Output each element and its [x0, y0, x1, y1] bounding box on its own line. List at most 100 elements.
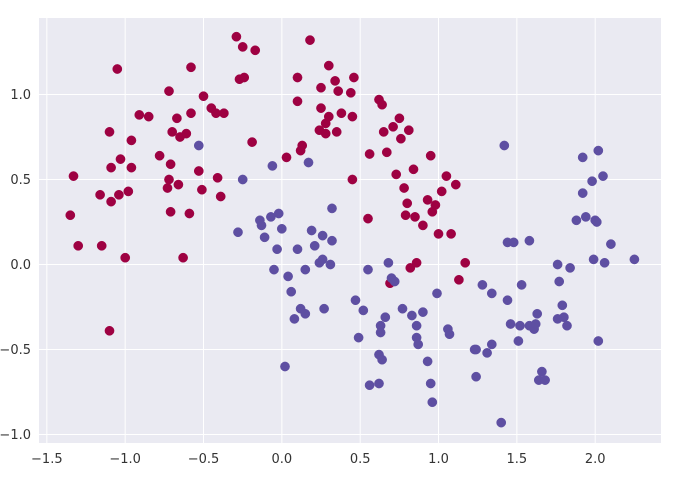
- data-point: [280, 361, 290, 372]
- data-point: [433, 229, 444, 239]
- data-point: [303, 157, 314, 168]
- data-point: [247, 137, 257, 147]
- data-point: [363, 264, 373, 275]
- data-point: [380, 312, 391, 323]
- data-point: [115, 154, 126, 164]
- data-point: [593, 145, 604, 156]
- data-point: [165, 159, 176, 170]
- data-point: [215, 191, 226, 202]
- data-point: [580, 212, 591, 222]
- x-tick-label: 0.5: [350, 452, 371, 467]
- data-point: [330, 76, 340, 86]
- data-point: [422, 195, 433, 205]
- data-point: [444, 329, 455, 340]
- data-point: [112, 64, 123, 74]
- data-point: [219, 108, 229, 119]
- data-point: [383, 257, 394, 268]
- data-point: [65, 210, 76, 221]
- data-point: [377, 99, 387, 110]
- data-point: [411, 320, 422, 331]
- data-point: [269, 264, 279, 275]
- data-points: [65, 31, 640, 428]
- data-point: [331, 127, 342, 137]
- data-point: [554, 276, 565, 287]
- data-point: [418, 220, 428, 231]
- data-point: [276, 223, 287, 234]
- data-point: [408, 164, 419, 175]
- data-point: [336, 108, 347, 119]
- data-point: [629, 254, 640, 265]
- data-point: [305, 35, 315, 45]
- data-point: [591, 217, 602, 227]
- data-point: [134, 110, 145, 120]
- data-point: [164, 86, 174, 96]
- data-point: [407, 310, 417, 321]
- data-point: [516, 280, 527, 290]
- data-point: [165, 206, 176, 217]
- data-point: [68, 171, 79, 181]
- data-point: [250, 45, 261, 56]
- data-point: [350, 295, 361, 306]
- data-point: [375, 327, 386, 338]
- data-point: [537, 366, 547, 377]
- data-point: [477, 280, 488, 290]
- data-point: [309, 240, 320, 251]
- data-point: [471, 344, 481, 355]
- data-point: [460, 257, 471, 268]
- data-point: [197, 184, 207, 195]
- data-point: [323, 60, 334, 71]
- data-point: [599, 257, 610, 268]
- x-tick-label: −1.5: [31, 452, 63, 467]
- data-point: [436, 186, 447, 197]
- data-point: [413, 339, 424, 350]
- data-point: [358, 305, 369, 316]
- x-axis-ticks: −1.5 −1.0 −0.5 0.0 0.5 1.0 1.5 2.0: [31, 452, 605, 467]
- data-point: [577, 152, 588, 163]
- data-point: [327, 235, 337, 246]
- data-point: [162, 183, 173, 193]
- data-point: [508, 237, 519, 248]
- data-point: [96, 240, 107, 251]
- data-point: [292, 244, 303, 255]
- data-point: [530, 319, 541, 329]
- data-point: [259, 232, 270, 243]
- data-point: [256, 220, 267, 231]
- data-point: [272, 244, 282, 255]
- x-tick-label: 1.0: [428, 452, 449, 467]
- data-point: [552, 259, 563, 270]
- data-point: [565, 263, 575, 273]
- data-point: [557, 300, 568, 311]
- data-point: [104, 127, 115, 137]
- data-point: [432, 288, 442, 299]
- data-point: [164, 174, 174, 185]
- data-point: [300, 264, 311, 275]
- data-point: [123, 186, 134, 197]
- data-point: [397, 303, 408, 314]
- data-point: [502, 295, 513, 306]
- data-point: [267, 161, 278, 171]
- data-point: [173, 179, 184, 190]
- data-point: [364, 149, 375, 159]
- data-point: [212, 172, 223, 183]
- data-point: [513, 336, 524, 346]
- data-point: [319, 303, 329, 314]
- data-point: [471, 371, 481, 382]
- data-point: [347, 111, 358, 122]
- data-point: [577, 188, 588, 198]
- data-point: [402, 198, 413, 209]
- data-point: [120, 252, 131, 263]
- data-point: [323, 111, 334, 122]
- data-point: [106, 196, 116, 207]
- y-tick-label: −0.5: [0, 343, 31, 358]
- data-point: [540, 375, 550, 385]
- data-point: [297, 140, 308, 151]
- data-point: [377, 354, 387, 365]
- data-point: [486, 339, 497, 350]
- data-point: [286, 286, 297, 297]
- data-point: [571, 215, 582, 226]
- data-point: [389, 276, 400, 287]
- x-tick-label: 1.5: [507, 452, 528, 467]
- data-point: [292, 96, 303, 107]
- data-point: [73, 240, 84, 251]
